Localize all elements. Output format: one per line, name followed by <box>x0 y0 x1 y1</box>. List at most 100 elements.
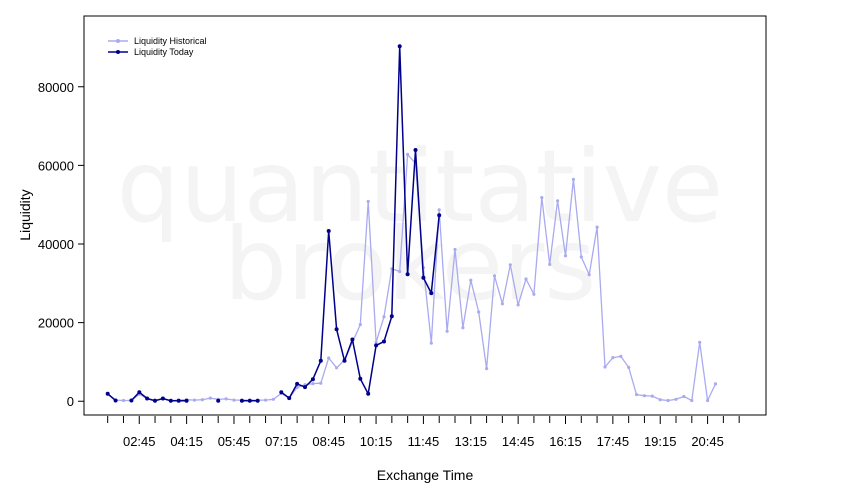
series-historical-point-60 <box>579 255 583 259</box>
series-historical-point-66 <box>627 365 631 369</box>
series-historical-point-64 <box>611 356 615 360</box>
series-historical-point-62 <box>595 225 599 229</box>
series-today-point-9 <box>176 398 181 403</box>
series-today <box>105 44 442 403</box>
series-historical-point-49 <box>492 274 497 278</box>
series-historical-point-59 <box>571 177 576 182</box>
x-axis-title: Exchange Time <box>377 467 474 483</box>
series-historical-point-68 <box>642 394 647 398</box>
series-today-point-0 <box>105 391 110 396</box>
series-today-point-1 <box>113 398 118 403</box>
series-today-point-5 <box>145 396 150 401</box>
series-historical-point-74 <box>690 398 694 403</box>
legend-today-label: Liquidity Today <box>134 47 194 57</box>
series-today-point-17 <box>239 398 244 403</box>
series-today-point-14 <box>216 398 221 403</box>
series-today-point-41 <box>429 291 434 296</box>
legend-historical-marker <box>116 39 120 43</box>
y-tick-label-4: 80000 <box>38 80 74 95</box>
x-tick-label-12: 20:45 <box>691 434 724 449</box>
series-historical-point-52 <box>516 303 520 307</box>
series-historical-point-2 <box>121 398 126 403</box>
series-historical-point-16 <box>232 398 236 402</box>
legend: Liquidity Historical Liquidity Today <box>108 36 207 57</box>
series-historical-point-67 <box>634 393 639 397</box>
series-historical-point-12 <box>200 398 204 402</box>
series-today-point-25 <box>303 385 307 390</box>
series-historical-point-42 <box>437 208 441 212</box>
x-tick-label-5: 10:15 <box>360 434 393 449</box>
x-tick-label-3: 07:15 <box>265 434 298 449</box>
series-historical-point-20 <box>264 398 268 402</box>
series-today-point-42 <box>437 213 442 218</box>
series-historical-point-71 <box>666 398 670 403</box>
series-historical-point-57 <box>556 199 560 203</box>
series-today-point-18 <box>247 398 252 403</box>
series-historical-point-44 <box>453 247 457 252</box>
y-axis: 0 20000 40000 60000 80000 <box>38 80 84 409</box>
x-axis: 02:45 04:15 05:45 07:15 08:45 10:15 11:45 13:15… <box>107 416 740 449</box>
series-historical-point-70 <box>658 398 662 402</box>
watermark-line-2: brokers <box>224 206 597 323</box>
series-historical-point-63 <box>603 365 607 369</box>
x-tick-label-2: 05:45 <box>218 434 251 449</box>
series-historical-point-26 <box>311 382 315 386</box>
series-historical-point-43 <box>445 329 449 333</box>
series-today-point-4 <box>137 390 142 395</box>
legend-today-marker <box>116 50 120 54</box>
series-historical-point-28 <box>327 356 331 360</box>
series-historical-point-50 <box>500 302 504 306</box>
series-today-point-24 <box>295 381 300 386</box>
x-tick-label-4: 08:45 <box>312 434 345 449</box>
y-tick-label-0: 0 <box>67 394 74 409</box>
series-historical-point-56 <box>548 262 552 266</box>
series-historical-point-75 <box>698 340 702 344</box>
series-today-point-23 <box>287 396 292 401</box>
x-tick-label-9: 16:15 <box>549 434 582 449</box>
series-historical-point-47 <box>477 310 481 314</box>
series-historical-point-54 <box>532 292 536 296</box>
legend-historical-label: Liquidity Historical <box>134 36 207 46</box>
series-today-point-36 <box>389 314 394 319</box>
series-today-point-38 <box>405 272 410 277</box>
series-today-point-3 <box>129 398 134 403</box>
series-historical-point-61 <box>587 273 591 277</box>
series-historical-point-72 <box>674 397 678 401</box>
series-today-point-33 <box>366 391 371 396</box>
series-today-point-7 <box>160 396 165 401</box>
series-historical-point-33 <box>366 199 370 204</box>
series-historical-point-46 <box>469 278 473 282</box>
series-today-point-29 <box>334 327 339 332</box>
series-historical-point-58 <box>563 254 568 258</box>
plot-frame <box>83 15 767 416</box>
series-today-point-39 <box>413 148 418 152</box>
series-historical-point-73 <box>682 394 686 399</box>
x-tick-label-6: 11:45 <box>408 434 440 449</box>
series-today-point-6 <box>153 398 157 403</box>
series-historical-point-27 <box>319 381 323 385</box>
series-historical-point-29 <box>335 366 339 370</box>
y-tick-label-2: 40000 <box>38 237 74 252</box>
series-historical-point-37 <box>398 269 402 274</box>
x-tick-label-0: 02:45 <box>123 434 156 449</box>
series-today-point-28 <box>326 229 331 233</box>
x-tick-label-7: 13:15 <box>455 434 488 449</box>
y-axis-title: Liquidity <box>17 189 33 240</box>
series-today-point-8 <box>168 398 173 403</box>
series-today-point-22 <box>279 390 284 395</box>
series-historical-point-13 <box>208 396 212 400</box>
x-tick-label-11: 19:15 <box>644 434 677 449</box>
series-today-point-10 <box>184 398 189 403</box>
x-tick-label-10: 17:45 <box>597 434 630 449</box>
series-today-point-32 <box>358 376 363 381</box>
series-today-point-26 <box>310 377 315 382</box>
series-historical-point-55 <box>540 196 544 200</box>
y-tick-label-3: 60000 <box>38 158 74 173</box>
series-today-point-35 <box>382 339 386 344</box>
series-today-point-19 <box>255 398 260 403</box>
series-historical <box>106 152 718 403</box>
series-historical-point-41 <box>429 341 433 345</box>
series-today-point-40 <box>421 275 426 280</box>
series-layer <box>105 44 718 403</box>
